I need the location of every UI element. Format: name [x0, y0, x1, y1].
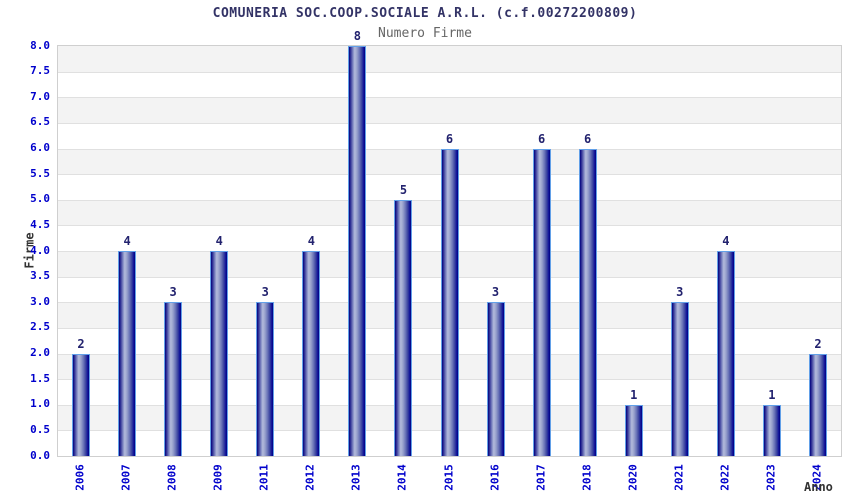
bar-value-label: 4 — [123, 234, 131, 248]
bar-value-label: 6 — [537, 131, 546, 146]
x-tick-label: 2021 — [672, 464, 686, 491]
y-tick-label: 3.0 — [30, 294, 50, 308]
bar-value-label: 4 — [722, 234, 730, 248]
y-tick-label: 8.0 — [30, 38, 50, 52]
x-tick-label: 2012 — [303, 464, 317, 491]
bar-value-label: 8 — [353, 29, 361, 43]
bar-2009 — [210, 251, 229, 456]
grid-band — [58, 97, 841, 123]
bar-value-label: 5 — [399, 182, 408, 197]
grid-band — [58, 122, 841, 149]
bar-2014 — [394, 199, 413, 456]
x-tick-label: 2017 — [534, 464, 548, 491]
bar-2018 — [578, 148, 597, 456]
bar-value-label: 6 — [584, 131, 592, 146]
y-tick-label: 1.5 — [30, 371, 50, 385]
bar-value-label: 4 — [307, 234, 315, 248]
y-tick-label: 4.0 — [30, 243, 50, 257]
x-tick-label: 2011 — [257, 464, 271, 491]
x-tick-label: 2023 — [764, 464, 778, 491]
y-tick-label: 6.5 — [30, 115, 50, 129]
bar-value-label: 2 — [77, 336, 85, 351]
x-tick-label: 2018 — [580, 464, 594, 491]
bar-value-label: 6 — [445, 131, 454, 146]
grid-band — [58, 71, 841, 98]
x-tick-label: 2014 — [395, 464, 409, 491]
bar-2011 — [256, 302, 275, 456]
y-tick-label: 0.0 — [30, 448, 50, 462]
bar-2024 — [808, 353, 827, 456]
bar-value-label: 1 — [630, 387, 638, 402]
y-tick-label: 3.5 — [30, 269, 50, 283]
bar-value-label: 2 — [814, 336, 822, 351]
bar-value-label: 3 — [169, 285, 177, 300]
bar-2008 — [164, 302, 183, 456]
x-tick-label: 2020 — [626, 464, 640, 491]
grid-band — [58, 46, 841, 72]
bar-2007 — [118, 251, 137, 456]
chart-title: COMUNERIA SOC.COOP.SOCIALE A.R.L. (c.f.0… — [212, 6, 638, 21]
bar-2015 — [440, 148, 459, 456]
bar-2021 — [670, 302, 689, 456]
y-tick-label: 4.5 — [30, 217, 50, 231]
bar-2016 — [486, 302, 505, 456]
bar-value-label: 1 — [768, 387, 776, 402]
y-tick-label: 6.0 — [30, 141, 50, 154]
x-axis-label: Anno — [804, 480, 833, 494]
y-tick-label: 7.5 — [30, 64, 50, 78]
y-tick-label: 1.0 — [30, 397, 50, 411]
bar-value-label: 4 — [215, 234, 223, 248]
x-tick-label: 2006 — [73, 464, 87, 491]
plot-area: 2 4 3 4 3 4 8 5 6 3 6 6 1 3 4 1 2 — [57, 29, 842, 457]
x-tick-label: 2013 — [349, 464, 363, 491]
chart-subtitle: Numero Firme — [378, 26, 472, 41]
bar-2013 — [348, 46, 367, 456]
x-tick-label: 2009 — [211, 464, 225, 491]
y-tick-label: 2.0 — [30, 346, 50, 359]
bar-2020 — [624, 404, 643, 456]
bar-2023 — [762, 404, 781, 456]
bar-value-label: 3 — [491, 285, 500, 300]
y-tick-label: 7.0 — [30, 89, 50, 103]
bar-2012 — [302, 251, 321, 456]
y-tick-label: 5.5 — [30, 166, 50, 180]
bar-value-label: 3 — [676, 285, 684, 300]
x-tick-label: 2008 — [165, 464, 179, 491]
y-tick-label: 2.5 — [30, 320, 50, 334]
x-tick-label: 2007 — [119, 464, 133, 491]
bar-2022 — [716, 251, 735, 456]
y-tick-label: 0.5 — [30, 422, 50, 436]
x-tick-label: 2016 — [488, 464, 502, 491]
x-tick-label: 2015 — [442, 464, 455, 491]
bar-value-label: 3 — [261, 285, 269, 300]
bar-2017 — [532, 148, 551, 456]
y-tick-label: 5.0 — [30, 192, 50, 206]
bar-2006 — [72, 353, 91, 456]
x-tick-label: 2022 — [718, 464, 732, 491]
